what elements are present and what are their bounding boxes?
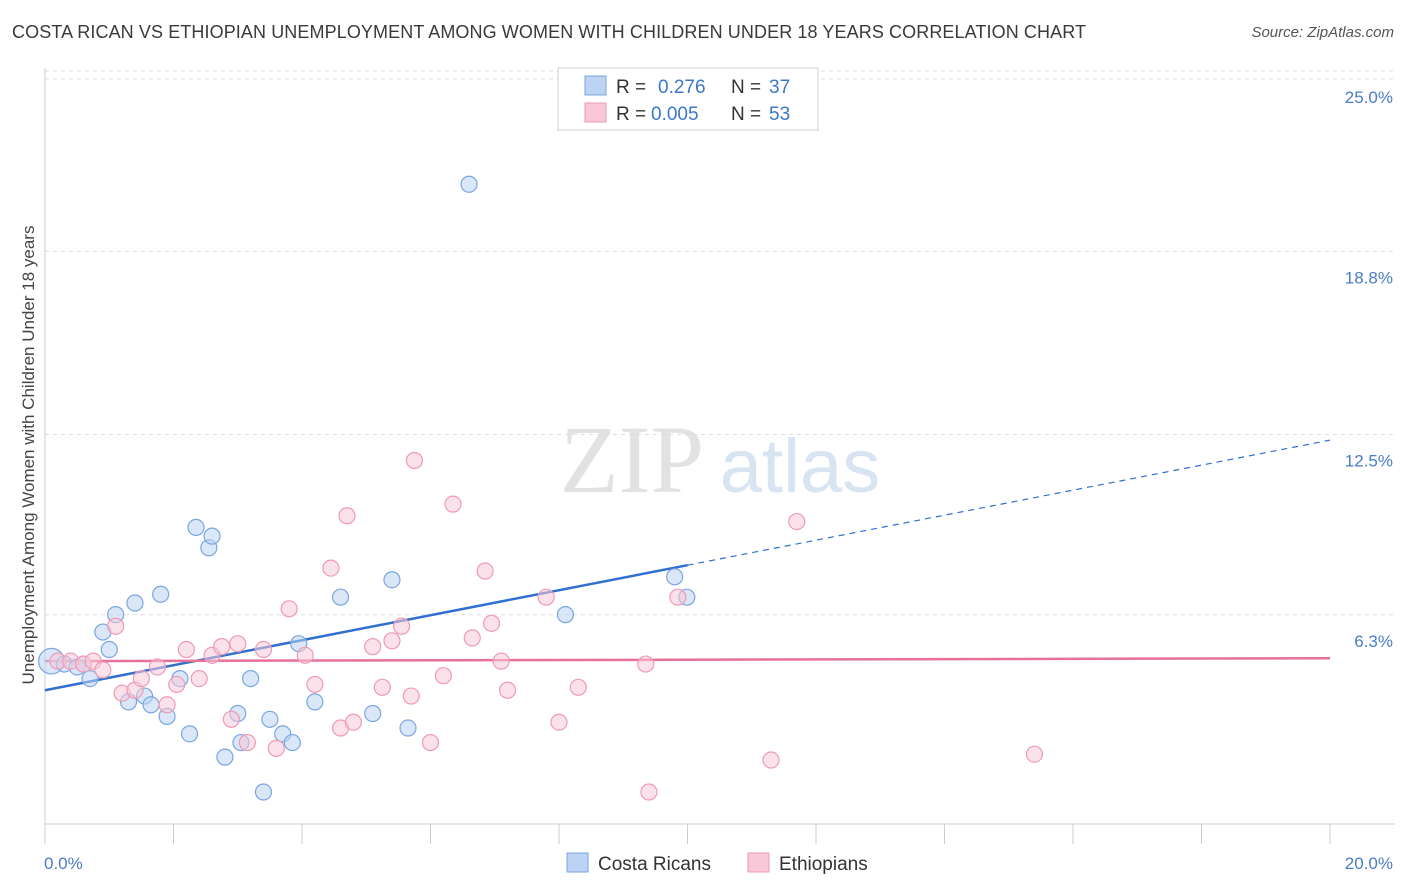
bottom-legend-ethiopians: Ethiopians <box>779 854 868 875</box>
costa-ricans-point <box>666 568 684 586</box>
ethiopians-point <box>444 495 462 513</box>
costa-ricans-point <box>399 719 417 737</box>
ethiopians-point <box>402 687 420 705</box>
legend-swatch-costa-ricans <box>584 75 607 96</box>
ethiopians-point <box>94 661 112 679</box>
ethiopians-point <box>637 655 655 673</box>
costa-ricans-point <box>100 640 118 659</box>
legend-r-value-2: 0.005 <box>651 104 699 125</box>
gridlines <box>45 70 1395 616</box>
costa-ricans-point <box>261 710 279 728</box>
costa-ricans-point <box>152 585 170 603</box>
costa-ricans-point <box>180 725 199 743</box>
ethiopians-point <box>669 588 687 606</box>
ethiopians-point <box>267 739 285 757</box>
ethiopians-point <box>322 559 340 577</box>
costa-ricans-point <box>216 748 234 766</box>
axes <box>44 68 1395 844</box>
ethiopians-point <box>254 640 273 659</box>
ethiopians-point <box>306 675 324 694</box>
top-legend: R = 0.276 N = 37 R = 0.005 N = 53 <box>557 67 819 131</box>
ethiopians-point <box>383 632 401 650</box>
ethiopians-point <box>482 614 501 632</box>
bottom-legend-swatch-ethiopians <box>747 852 770 873</box>
ethiopians-point <box>1025 745 1044 763</box>
costa-ricans-point <box>383 571 401 589</box>
y-tick-label: 25.0% <box>1345 88 1393 107</box>
source-label: Source: ZipAtlas.com <box>1251 24 1394 41</box>
watermark-zip: ZIP <box>560 406 704 513</box>
costa-ricans-point <box>254 783 273 801</box>
ethiopians-point <box>344 713 362 731</box>
ethiopians-point <box>434 667 452 685</box>
ethiopians-point <box>107 617 125 635</box>
costa-ricans-point <box>187 518 205 536</box>
bottom-legend: Costa Ricans Ethiopians <box>566 852 868 875</box>
y-tick-label: 12.5% <box>1345 452 1393 471</box>
ethiopians-point <box>405 451 424 470</box>
costa-ricans-point <box>460 175 478 193</box>
costa-ricans-point <box>306 693 324 711</box>
costa-ricans-point <box>556 606 575 624</box>
ethiopians-point <box>168 675 186 694</box>
ethiopians-point <box>788 512 806 531</box>
ethiopians-point <box>492 652 510 670</box>
ethiopians-point <box>338 507 356 525</box>
ethiopians-point <box>190 669 208 688</box>
y-tick-label: 18.8% <box>1345 268 1393 287</box>
ethiopians-point <box>762 751 780 769</box>
legend-r-value-1: 0.276 <box>658 77 706 98</box>
data-points <box>38 175 1044 801</box>
ethiopians-point <box>364 638 382 656</box>
ethiopians-point <box>569 678 587 696</box>
chart-title: COSTA RICAN VS ETHIOPIAN UNEMPLOYMENT AM… <box>12 22 1087 42</box>
ethiopians-point <box>463 629 481 647</box>
watermark-atlas: atlas <box>720 424 881 509</box>
costa-ricans-point <box>126 594 144 612</box>
ethiopians-point <box>476 562 494 580</box>
ethiopians-point <box>148 658 167 676</box>
ethiopians-point <box>296 646 314 664</box>
y-axis-label: Unemployment Among Women with Children U… <box>19 226 38 685</box>
legend-n-label-2: N = <box>731 104 761 125</box>
legend-r-label-2: R = <box>616 104 646 125</box>
ethiopians-point <box>537 588 555 606</box>
costa-ricans-point <box>203 527 221 545</box>
ethiopians-point <box>421 733 440 752</box>
legend-swatch-ethiopians <box>584 102 607 123</box>
legend-r-label-1: R = <box>616 77 646 98</box>
ethiopians-point <box>280 600 298 618</box>
ethiopians-point <box>213 638 231 656</box>
legend-n-value-2: 53 <box>769 104 790 125</box>
x-tick-label-min: 0.0% <box>44 854 83 873</box>
ethiopians-point <box>550 713 568 731</box>
y-tick-labels: 6.3% 12.5% 18.8% 25.0% <box>1345 88 1393 651</box>
legend-n-value-1: 37 <box>769 77 790 98</box>
costa-ricans-point <box>81 669 99 688</box>
ethiopians-point <box>158 696 176 714</box>
ethiopians-point <box>222 710 240 728</box>
costa-ricans-point <box>364 704 382 723</box>
bottom-legend-costa-ricans: Costa Ricans <box>598 854 711 875</box>
bottom-legend-swatch-costa-ricans <box>566 852 589 873</box>
x-tick-labels: 0.0% 20.0% <box>44 854 1393 873</box>
ethiopians-point <box>229 635 247 653</box>
ethiopians-point <box>177 640 195 659</box>
ethiopians-point <box>392 617 411 635</box>
y-tick-label: 6.3% <box>1354 632 1393 651</box>
costa-ricans-point <box>142 696 160 714</box>
ethiopians-point <box>132 669 150 688</box>
legend-n-label-1: N = <box>731 77 761 98</box>
costa-ricans-point <box>242 669 260 688</box>
costa-ricans-point <box>283 733 301 752</box>
ethiopians-point <box>238 733 256 752</box>
x-tick-label-max: 20.0% <box>1345 854 1393 873</box>
costa-ricans-point <box>331 588 350 606</box>
ethiopians-point <box>499 681 517 699</box>
trend-line-ethiopians <box>44 656 1331 663</box>
ethiopians-point <box>373 678 391 696</box>
ethiopians-point <box>640 783 658 801</box>
